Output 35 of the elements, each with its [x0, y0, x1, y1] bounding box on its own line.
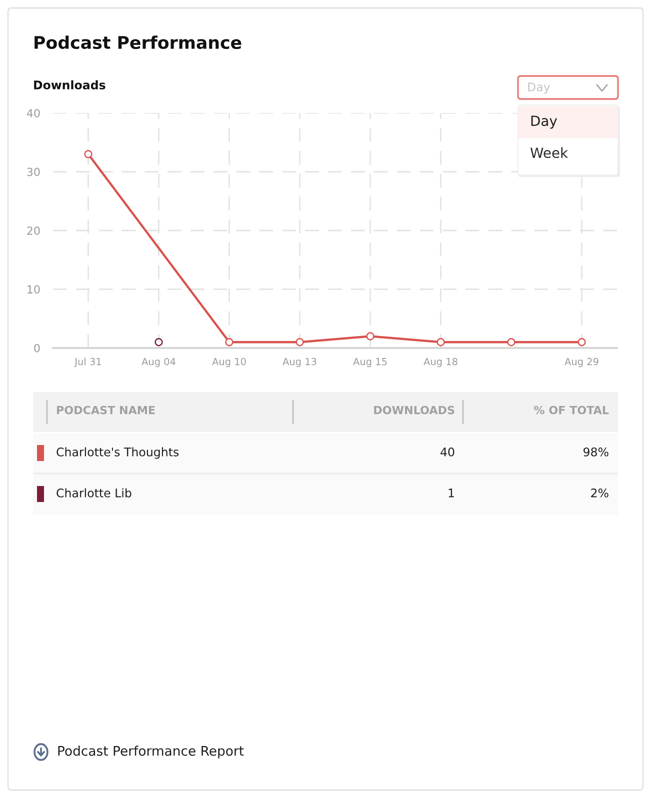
- text: Podcast Performance Report: [58, 746, 244, 758]
- text: PODCAST NAME: [57, 406, 155, 414]
- point: [578, 338, 586, 346]
- y-tick-label: 40: [26, 108, 40, 118]
- point: [84, 150, 92, 158]
- y-tick-label: 20: [27, 226, 40, 235]
- x-tick-label: Aug 10: [212, 358, 246, 368]
- data-label: 1: [448, 488, 454, 498]
- annotation: Day: [531, 116, 558, 129]
- data-label: 2%: [591, 488, 608, 498]
- annotation: Week: [530, 147, 568, 158]
- point: [507, 338, 516, 346]
- point: [154, 338, 163, 346]
- text: % OF TOTAL: [534, 406, 609, 414]
- data-label: 98%: [584, 447, 608, 456]
- x-tick-label: Jul 31: [74, 358, 101, 368]
- point: [296, 338, 304, 346]
- chart-title: Podcast Performance: [34, 36, 242, 50]
- y-tick-label: 0: [34, 344, 40, 352]
- data-label: 40: [440, 447, 454, 456]
- category-label: Charlotte's Thoughts: [56, 447, 179, 459]
- point: [366, 332, 374, 340]
- x-tick-label: Aug 29: [564, 358, 598, 368]
- x-tick-label: Aug 04: [142, 358, 176, 368]
- y-tick-label: 10: [28, 285, 40, 294]
- category-label: Charlotte Lib: [56, 488, 132, 498]
- point: [225, 338, 234, 346]
- text: Day: [528, 82, 550, 94]
- point: [436, 338, 445, 346]
- x-tick-label: Aug 15: [353, 358, 387, 368]
- y-tick-label: 30: [27, 168, 40, 176]
- text: DOWNLOADS: [374, 406, 454, 414]
- y-axis-title: Downloads: [34, 80, 106, 90]
- x-tick-label: Aug 13: [282, 358, 316, 368]
- x-tick-label: Aug 18: [424, 358, 458, 368]
